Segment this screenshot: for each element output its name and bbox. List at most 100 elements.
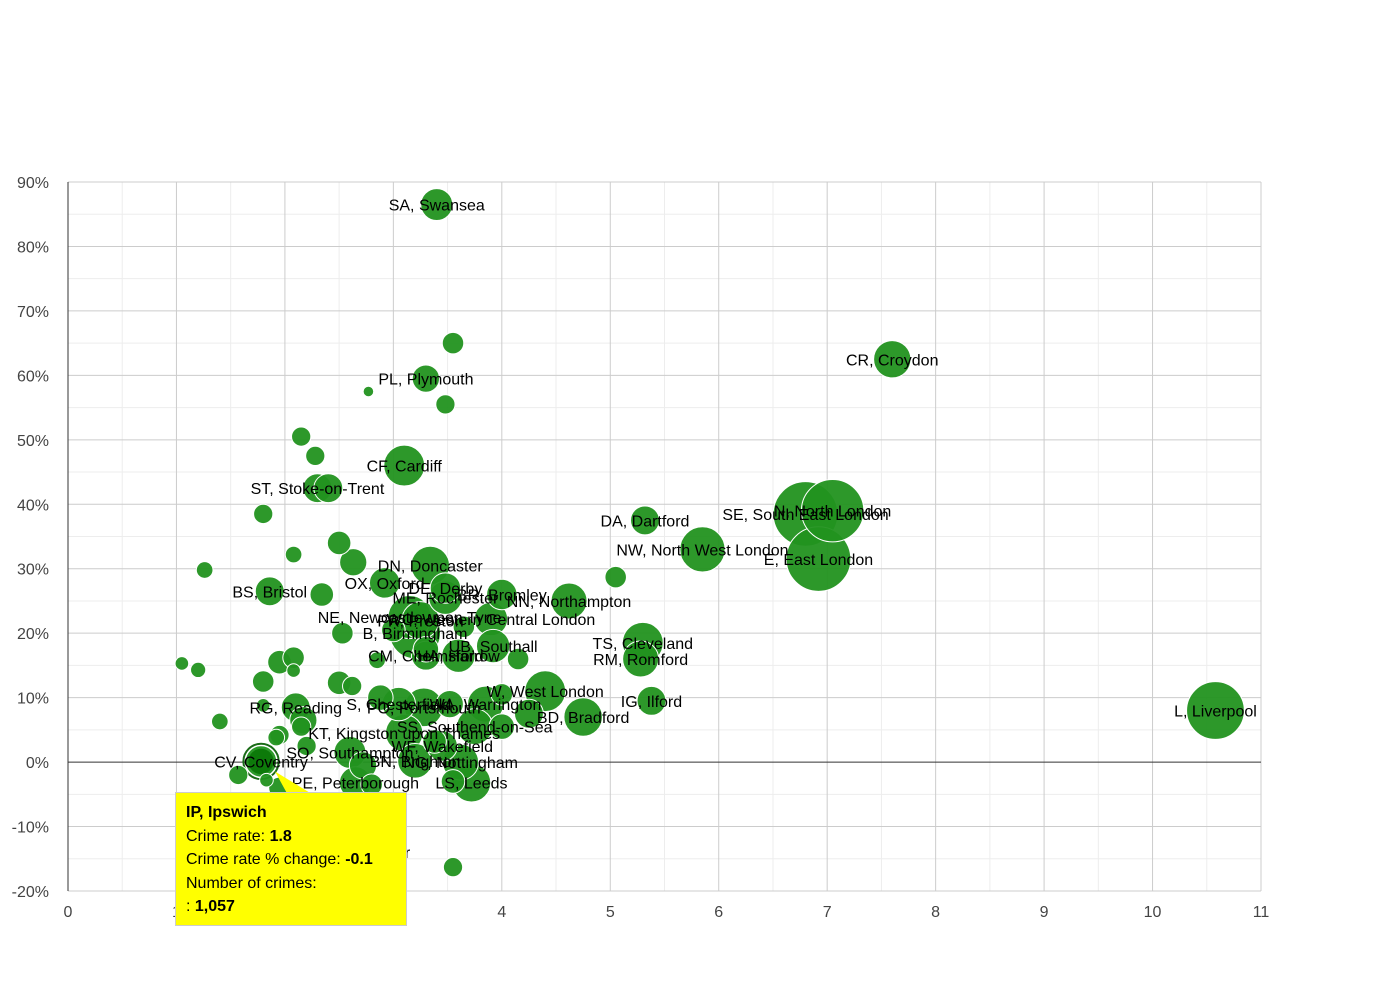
bubble-label: WC, Western Central London xyxy=(387,612,596,629)
tooltip: IP, Ipswich Crime rate: 1.8 Crime rate %… xyxy=(175,792,407,926)
bubble-label: KT, Kingston upon Thames xyxy=(308,726,500,743)
bubble-point[interactable] xyxy=(195,561,214,579)
y-tick-label: 80% xyxy=(17,239,49,256)
bubble-label: SA, Swansea xyxy=(389,198,485,215)
x-tick-label: 4 xyxy=(497,904,506,921)
bubble-label: CM, Chelmsford xyxy=(368,649,484,666)
bubble-point[interactable] xyxy=(362,385,375,398)
bubble-label: WA, Warrington xyxy=(430,697,542,714)
bubble-label: SS, Southend-on-Sea xyxy=(397,720,553,737)
bubble-point[interactable] xyxy=(339,548,368,577)
tooltip-pointer xyxy=(275,771,312,794)
bubble-point[interactable] xyxy=(228,764,249,786)
bubble-point[interactable] xyxy=(342,675,363,697)
bubble-label: LS, Leeds xyxy=(435,776,507,793)
bubble-label: B, Birmingham xyxy=(363,626,468,643)
bubble-point[interactable] xyxy=(397,742,433,779)
bubble-point[interactable] xyxy=(452,615,476,639)
bubble-label: CF, Cardiff xyxy=(367,459,443,476)
bubble-point[interactable] xyxy=(309,582,335,607)
bubble-point[interactable] xyxy=(442,857,464,878)
bubble-label: IG, Ilford xyxy=(621,694,682,711)
bubble-point[interactable] xyxy=(190,661,207,679)
bubble-label: PL, Plymouth xyxy=(378,372,473,389)
bubble-point[interactable] xyxy=(440,769,466,794)
tooltip-count-label: Number of crimes: xyxy=(186,874,317,892)
bubble-point[interactable] xyxy=(604,565,627,589)
bubble-point[interactable] xyxy=(622,640,660,678)
bubble-point[interactable] xyxy=(367,684,394,711)
bubble-label: PR, Preston xyxy=(377,613,463,630)
bubble-point[interactable] xyxy=(513,698,544,729)
bubble-label: S, Chesterfield xyxy=(346,697,451,714)
y-tick-label: 30% xyxy=(17,562,49,579)
bubble-label: ME, Rochester xyxy=(393,591,499,608)
bubble-point[interactable] xyxy=(800,479,865,543)
grid-layer xyxy=(67,181,1262,892)
bubble-label: TS, Cleveland xyxy=(593,636,694,653)
bubble-point[interactable] xyxy=(368,651,386,670)
bubble-point[interactable] xyxy=(486,578,518,611)
bubble-point[interactable] xyxy=(255,698,271,713)
bubble-point[interactable] xyxy=(251,670,275,693)
bubble-label: OX, Oxford xyxy=(345,576,425,593)
bubble-point[interactable] xyxy=(259,772,274,788)
bubble-point[interactable] xyxy=(368,567,401,599)
bubble-label: ST, Stoke-on-Trent xyxy=(251,481,385,498)
y-tick-label: 10% xyxy=(17,691,49,708)
bubble-point[interactable] xyxy=(411,364,441,393)
bubble-point[interactable] xyxy=(630,505,660,536)
x-tick-label: 7 xyxy=(823,904,832,921)
bubble-point[interactable] xyxy=(1186,681,1245,740)
tooltip-change-value: -0.1 xyxy=(345,851,373,868)
bubble-point[interactable] xyxy=(488,713,516,740)
bubble-point[interactable] xyxy=(563,697,603,737)
bubble-label: PO, Portsmouth xyxy=(367,700,481,717)
bubble-point[interactable] xyxy=(475,628,511,664)
bubble-point[interactable] xyxy=(441,638,476,673)
bubble-point[interactable] xyxy=(381,617,406,643)
bubble-point[interactable] xyxy=(286,663,301,678)
bubble-point[interactable] xyxy=(420,188,454,222)
bubble-point[interactable] xyxy=(267,728,286,747)
bubble-point[interactable] xyxy=(550,582,588,620)
y-tick-label: 40% xyxy=(17,497,49,514)
bubble-label: RM, Romford xyxy=(593,652,688,669)
bubble-point[interactable] xyxy=(435,394,456,415)
bubble-point[interactable] xyxy=(174,656,190,671)
bubble-point[interactable] xyxy=(305,445,326,467)
x-tick-label: 10 xyxy=(1144,904,1162,921)
tooltip-count-value: 1,057 xyxy=(194,898,235,915)
x-tick-label: 0 xyxy=(64,904,73,921)
bubble-point[interactable] xyxy=(291,716,312,737)
x-tick-label: 11 xyxy=(1253,904,1270,921)
bubble-point[interactable] xyxy=(296,735,317,757)
bubble-label: BD, Bradford xyxy=(537,710,629,727)
bubble-point[interactable] xyxy=(383,444,426,487)
bubble-point[interactable] xyxy=(313,473,344,504)
bubble-point[interactable] xyxy=(636,685,667,716)
bubble-point[interactable] xyxy=(210,712,229,731)
bubble-point[interactable] xyxy=(412,636,440,663)
bubble-point[interactable] xyxy=(506,647,530,671)
bubble-point[interactable] xyxy=(441,331,465,355)
bubble-point[interactable] xyxy=(435,689,464,719)
bubble-point[interactable] xyxy=(490,683,514,706)
bubble-point[interactable] xyxy=(679,526,726,573)
bubble-point[interactable] xyxy=(254,576,285,607)
bubble-label: SE, South East London xyxy=(722,507,888,524)
bubble-label: HA, Harrow xyxy=(417,649,500,666)
bubble-point[interactable] xyxy=(422,729,447,754)
y-tick-label: -10% xyxy=(12,820,49,837)
bubble-point[interactable] xyxy=(253,503,274,525)
bubble-label: CR, Croydon xyxy=(846,352,938,369)
bubble-point[interactable] xyxy=(284,545,303,564)
bubble-label: SO, Southampton xyxy=(286,745,413,762)
bubble-point[interactable] xyxy=(331,621,354,645)
bubble-point[interactable] xyxy=(326,530,352,556)
bubble-point[interactable] xyxy=(873,340,912,379)
bubble-label: L, Liverpool xyxy=(1174,704,1257,721)
bubble-point[interactable] xyxy=(291,426,312,447)
bubble-label: CV, Coventry xyxy=(214,754,308,771)
bubble-point[interactable] xyxy=(429,572,462,604)
